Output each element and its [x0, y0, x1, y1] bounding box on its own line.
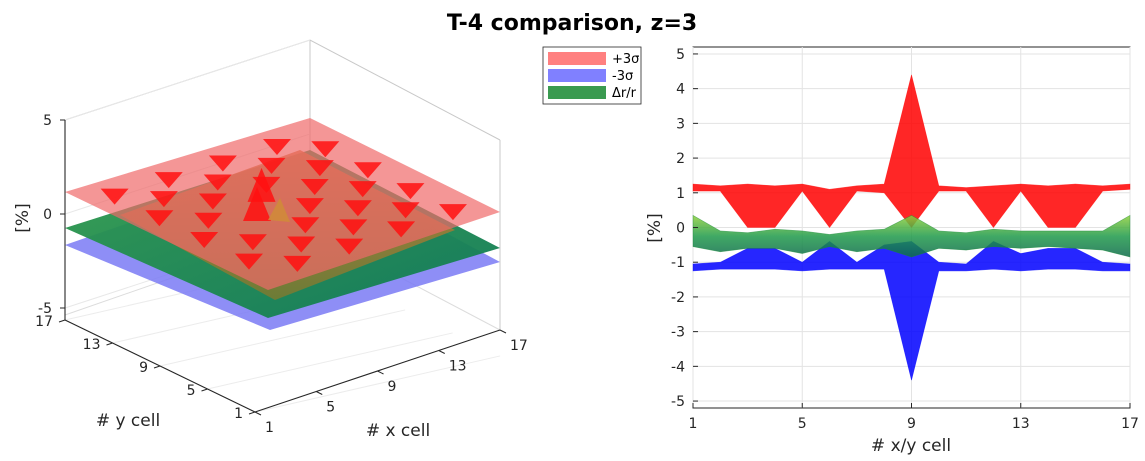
right-xtick-2: 9	[907, 416, 916, 432]
right-ytick-0: -5	[671, 394, 685, 410]
right-series	[692, 74, 1131, 381]
surface-peak-24	[262, 138, 291, 155]
zlabel-left: [%]	[13, 203, 33, 232]
right-ytick-2: -3	[671, 325, 685, 341]
figure-title: T-4 comparison, z=3	[447, 11, 697, 36]
surface-peak-16	[208, 155, 237, 172]
right-ytick-9: 4	[676, 82, 685, 98]
right-ytick-1: -4	[671, 359, 685, 375]
left-xtickmark-2	[377, 370, 384, 375]
surface-peak-7	[283, 255, 312, 272]
left-zgrid-2	[64, 39, 311, 121]
left-ytick-0: 1	[234, 406, 243, 422]
left-ytickmark-0	[248, 411, 256, 415]
left-xtickmark-1	[316, 391, 323, 395]
surface-peak-0	[100, 188, 129, 205]
left-xtick-4: 17	[510, 338, 528, 354]
surface-peak-27	[391, 202, 420, 219]
surface-peak-1	[145, 210, 174, 227]
right-ytick-4: -1	[671, 255, 685, 271]
surface-peak-28	[311, 141, 340, 158]
surface-peak-19	[339, 219, 368, 236]
left-xtick-0: 1	[265, 420, 274, 436]
legend-swatch-1	[548, 69, 606, 82]
left-ytick-2: 9	[139, 360, 148, 376]
surface-peak-31	[438, 204, 467, 221]
surface-peak-29	[353, 162, 382, 179]
right-ytick-5: 0	[676, 221, 685, 237]
ylabel-right: [%]	[645, 213, 665, 242]
surface-peak-8	[154, 172, 183, 189]
surface-peak-9	[198, 193, 227, 210]
surface-peak-11	[287, 236, 316, 253]
legend: +3σ -3σ Δr/r	[542, 46, 642, 105]
legend-label-2: Δr/r	[612, 86, 637, 101]
left-ytickmark-2	[153, 365, 161, 369]
surface-peak-2	[190, 231, 219, 248]
left-ytickmark-1	[201, 388, 208, 392]
right-series-0	[692, 74, 1131, 229]
right-ytick-3: -2	[671, 290, 685, 306]
left-xtick-1: 5	[326, 400, 335, 416]
left-ytick-4: 17	[35, 314, 53, 330]
left-ygrid-2	[159, 309, 406, 367]
left-ytickmark-3	[106, 342, 113, 346]
surface-peak-14	[291, 217, 320, 234]
surface-peak-20	[257, 157, 286, 174]
surface-peak-10	[243, 187, 272, 222]
surface-peak-6	[238, 234, 267, 251]
legend-swatch-2	[548, 86, 606, 99]
right-xtick-4: 17	[1121, 416, 1139, 432]
left-ztick-0: -5	[38, 301, 52, 317]
surface-peak-12	[203, 174, 232, 191]
surface-peak-17	[252, 176, 281, 193]
left-xtick-3: 13	[449, 359, 467, 375]
ylabel-left: # y cell	[96, 411, 160, 431]
right-xtick-1: 5	[798, 416, 807, 432]
xlabel-right: # x/y cell	[871, 436, 951, 456]
legend-swatch-0	[548, 52, 606, 65]
legend-label-1: -3σ	[612, 69, 633, 84]
right-area-panel: 1 5 9 13 17 -5 -4 -3 -2 -1 0 1 2 3 4 5 [%] # x/y cell	[645, 46, 1139, 456]
left-xtickmark-4	[499, 329, 507, 334]
right-ytick-7: 2	[676, 151, 685, 167]
left-ytickmark-4	[58, 319, 66, 323]
right-ytick-6: 1	[676, 186, 685, 202]
left-ztick-1: 0	[43, 207, 52, 223]
right-xtick-0: 1	[689, 416, 698, 432]
left-xtick-2: 9	[388, 379, 397, 395]
surface-peak-26	[348, 181, 377, 198]
surface-peak-23	[387, 221, 416, 238]
surface-peak-22	[343, 200, 372, 217]
surface-peak-21	[300, 179, 329, 196]
left-ytick-3: 13	[83, 337, 101, 353]
right-xtick-3: 13	[1012, 416, 1030, 432]
left-ytick-1: 5	[187, 383, 196, 399]
surface-peak-5	[194, 212, 223, 229]
right-series-1	[692, 241, 1131, 381]
right-ytick-8: 3	[676, 116, 685, 132]
surface-center-bump	[268, 198, 290, 222]
xlabel-left: # x cell	[366, 421, 430, 441]
right-ytick-10: 5	[676, 47, 685, 63]
surface-peak-3	[234, 253, 263, 270]
left-ygrid-0	[254, 355, 501, 413]
surface-peaks	[100, 138, 467, 272]
legend-label-0: +3σ	[612, 52, 639, 67]
surface-peak-15	[335, 238, 364, 255]
right-series-2	[692, 214, 1131, 258]
surface-peak-4	[149, 191, 178, 208]
left-xtickmark-0	[254, 411, 262, 416]
left-ztick-2: 5	[43, 113, 52, 129]
surface-peak-18	[295, 198, 324, 215]
left-xtickmark-3	[438, 350, 445, 354]
surface-peak-30	[396, 183, 425, 200]
left-surface-panel: -5 0 5 1 5 9 13 17 1 5 9 13 17 [%] # y cell # x cell	[13, 39, 528, 441]
left-ygrid-1	[207, 332, 453, 390]
surface-peak-25	[305, 160, 334, 177]
